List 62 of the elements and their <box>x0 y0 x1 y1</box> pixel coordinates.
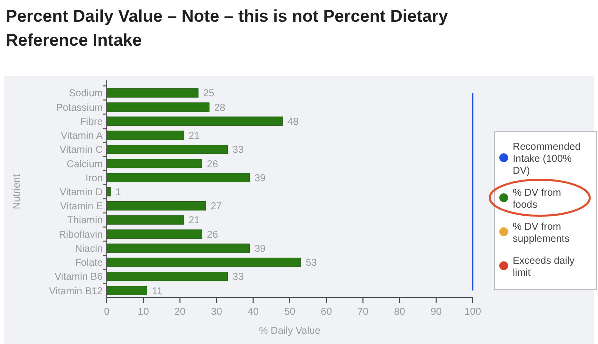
data-label: 11 <box>152 286 164 298</box>
bar <box>106 102 210 112</box>
bar <box>106 286 148 296</box>
y-tick-label: Vitamin B6 <box>54 272 104 284</box>
y-tick-label: Iron <box>86 173 103 184</box>
x-tick-label: 30 <box>211 307 223 318</box>
data-label: 28 <box>214 102 226 114</box>
x-tick-label: 50 <box>284 307 296 318</box>
data-label: 48 <box>288 116 300 128</box>
data-label: 33 <box>232 272 244 284</box>
legend-label: % DV from foods <box>513 188 562 211</box>
y-tick-label: Sodium <box>69 88 103 100</box>
legend-label: Exceeds daily limit <box>513 256 575 279</box>
bar <box>106 159 202 168</box>
x-tick-label: 90 <box>430 307 442 318</box>
x-tick-label: 100 <box>464 307 482 318</box>
y-axis-title: Nutrient <box>12 174 23 210</box>
y-tick-label: Vitamin A <box>60 131 104 142</box>
bar <box>106 258 302 268</box>
bar <box>106 145 228 154</box>
y-tick-label: Vitamin C <box>60 145 103 156</box>
data-label: 25 <box>204 88 216 100</box>
x-tick-label: 10 <box>138 307 150 318</box>
data-label: 39 <box>254 173 266 184</box>
bar <box>106 201 206 211</box>
data-label: 26 <box>207 159 219 170</box>
data-label: 21 <box>188 216 200 227</box>
legend-label: % DV from supplements <box>513 222 570 245</box>
y-tick-label: Vitamin B12 <box>49 286 104 298</box>
data-label: 27 <box>210 202 222 213</box>
chart-title: Percent Daily Value – Note – this is not Percent Dietary Reference Intake <box>6 7 449 50</box>
bar <box>106 116 283 126</box>
y-tick-label: Fibre <box>80 116 104 128</box>
bar <box>106 88 199 98</box>
y-tick-label: Vitamin E <box>60 202 104 213</box>
bar <box>106 216 184 225</box>
y-tick-label: Riboflavin <box>59 230 103 241</box>
bar <box>106 272 228 282</box>
bar <box>106 244 250 254</box>
bar <box>106 230 202 239</box>
data-label: 1 <box>116 188 122 198</box>
legend-label: Recommended Intake (100% DV) <box>513 142 581 177</box>
data-label: 21 <box>188 131 200 142</box>
x-tick-label: 20 <box>174 307 186 318</box>
y-tick-label: Calcium <box>66 159 103 170</box>
x-tick-label: 0 <box>104 307 110 318</box>
y-tick-label: Niacin <box>75 244 103 255</box>
x-tick-label: 60 <box>321 307 333 318</box>
x-tick-label: 70 <box>358 307 370 318</box>
y-tick-label: Potassium <box>56 102 103 114</box>
data-label: 33 <box>232 145 244 156</box>
y-tick-label: Folate <box>75 258 104 270</box>
data-label: 26 <box>207 230 219 241</box>
data-label: 39 <box>254 244 266 255</box>
y-tick-label: Vitamin D <box>60 188 103 198</box>
bar <box>106 130 184 140</box>
data-label: 53 <box>306 258 318 270</box>
bar <box>106 173 250 183</box>
y-tick-label: Thiamin <box>67 216 103 227</box>
x-tick-label: 40 <box>248 307 260 318</box>
x-axis-title: % Daily Value <box>259 326 322 337</box>
x-tick-label: 80 <box>394 307 406 318</box>
